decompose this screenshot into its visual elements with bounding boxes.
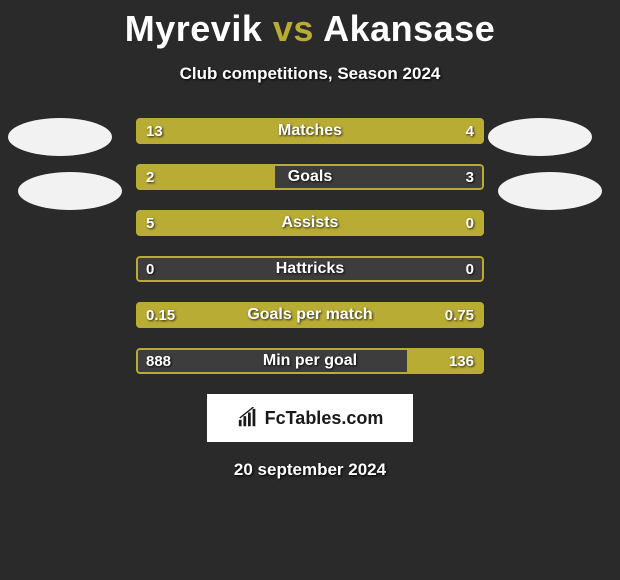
player1-name: Myrevik: [125, 8, 263, 49]
bar-row: 0.150.75Goals per match: [136, 302, 484, 328]
left-avatar: [18, 172, 122, 210]
player2-name: Akansase: [323, 8, 495, 49]
date-text: 20 september 2024: [0, 460, 620, 480]
bar-label: Hattricks: [136, 256, 484, 282]
bar-row: 888136Min per goal: [136, 348, 484, 374]
vs-text: vs: [273, 8, 314, 49]
comparison-chart: 134Matches 23Goals 50Assists 00Hattricks 0.1…: [0, 118, 620, 378]
bar-row: 23Goals: [136, 164, 484, 190]
bars-container: 134Matches 23Goals 50Assists 00Hattricks 0.1…: [136, 118, 484, 394]
bar-row: 50Assists: [136, 210, 484, 236]
page-title: Myrevik vs Akansase: [0, 0, 620, 50]
right-avatar: [498, 172, 602, 210]
bar-row: 134Matches: [136, 118, 484, 144]
chart-icon: [237, 407, 259, 429]
bar-label: Goals per match: [136, 302, 484, 328]
left-avatar: [8, 118, 112, 156]
brand-box: FcTables.com: [207, 394, 413, 442]
bar-label: Min per goal: [136, 348, 484, 374]
bar-label: Goals: [136, 164, 484, 190]
brand-text: FcTables.com: [265, 408, 384, 429]
subtitle: Club competitions, Season 2024: [0, 64, 620, 84]
bar-label: Matches: [136, 118, 484, 144]
right-avatar: [488, 118, 592, 156]
bar-row: 00Hattricks: [136, 256, 484, 282]
bar-label: Assists: [136, 210, 484, 236]
